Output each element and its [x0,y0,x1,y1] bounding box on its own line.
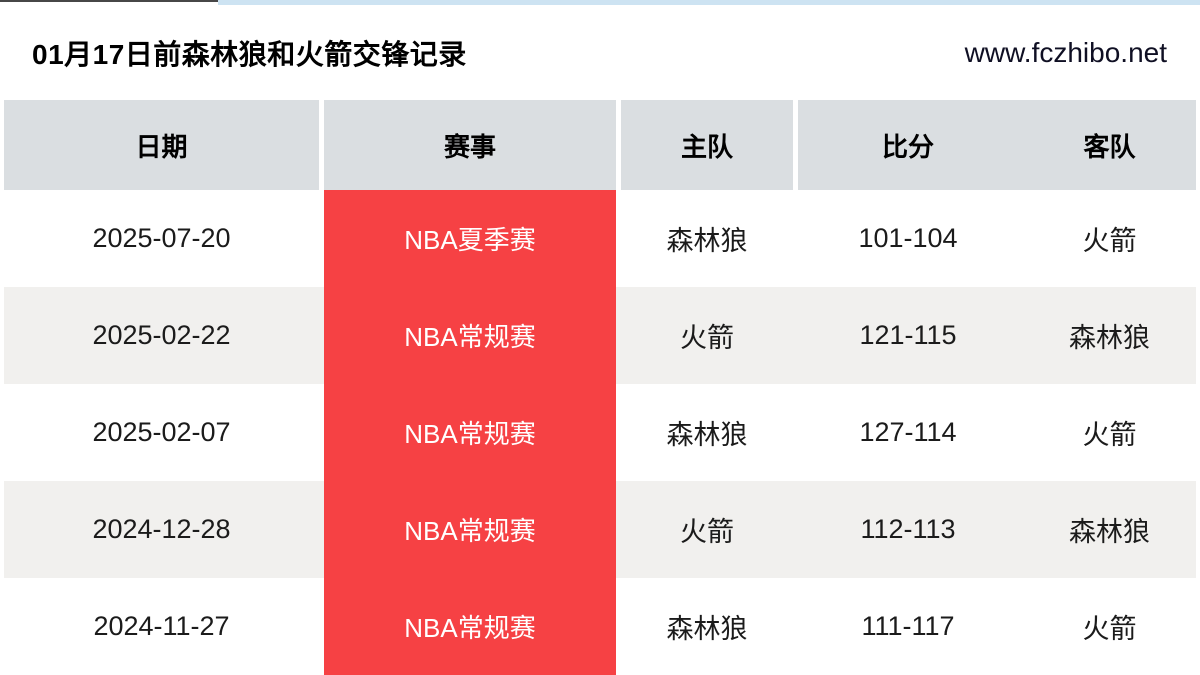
page-title: 01月17日前森林狼和火箭交锋记录 [32,38,467,70]
date-cell: 2024-12-28 [92,514,231,544]
table-header-row: 日期 赛事 主队 比分 客队 [4,100,1196,190]
away-team-cell: 森林狼 [1069,517,1150,547]
table-row: 2025-02-22 NBA常规赛 火箭 121-115 森林狼 [4,287,1196,384]
table-row: 2024-11-27 NBA常规赛 森林狼 111-117 火箭 [4,578,1196,675]
event-badge: NBA常规赛 [324,384,616,481]
event-badge: NBA常规赛 [324,287,616,384]
score-cell: 121-115 [859,320,957,350]
away-team-cell: 火箭 [1082,226,1137,256]
away-team-cell: 森林狼 [1069,323,1150,353]
score-cell: 112-113 [860,514,956,544]
column-header-score-away-block: 比分 客队 [798,100,1196,190]
home-team-cell: 森林狼 [666,226,748,256]
event-badge: NBA常规赛 [324,578,616,675]
date-cell: 2025-02-07 [92,417,231,447]
away-team-cell: 火箭 [1082,614,1137,644]
column-header-home: 主队 [621,100,793,190]
event-badge: NBA夏季赛 [324,190,616,287]
column-header-away: 客队 [1083,131,1136,162]
date-cell: 2025-02-22 [92,320,231,350]
date-cell: 2024-11-27 [93,611,230,641]
column-header-date: 日期 [4,100,319,190]
home-team-cell: 火箭 [680,323,734,353]
top-edge-dark-line [0,0,218,5]
score-cell: 101-104 [858,223,958,253]
event-badge: NBA常规赛 [324,481,616,578]
table-row: 2025-07-20 NBA夏季赛 森林狼 101-104 火箭 [4,190,1196,287]
home-team-cell: 森林狼 [666,420,748,450]
column-header-event: 赛事 [324,100,616,190]
window-top-edge [0,0,1200,5]
home-team-cell: 火箭 [680,517,734,547]
table-row: 2025-02-07 NBA常规赛 森林狼 127-114 火箭 [4,384,1196,481]
table-row: 2024-12-28 NBA常规赛 火箭 112-113 森林狼 [4,481,1196,578]
match-table-body: 2025-07-20 NBA夏季赛 森林狼 101-104 火箭 2025-02… [0,190,1200,675]
site-url-link[interactable]: www.fczhibo.net [964,36,1167,68]
score-cell: 127-114 [859,417,957,447]
title-bar: 01月17日前森林狼和火箭交锋记录 www.fczhibo.net [0,5,1200,100]
home-team-cell: 森林狼 [666,614,748,644]
top-edge-blue-strip [218,0,1200,5]
date-cell: 2025-07-20 [92,223,231,253]
column-header-score: 比分 [881,131,934,162]
score-cell: 111-117 [861,611,955,641]
away-team-cell: 火箭 [1082,420,1137,450]
